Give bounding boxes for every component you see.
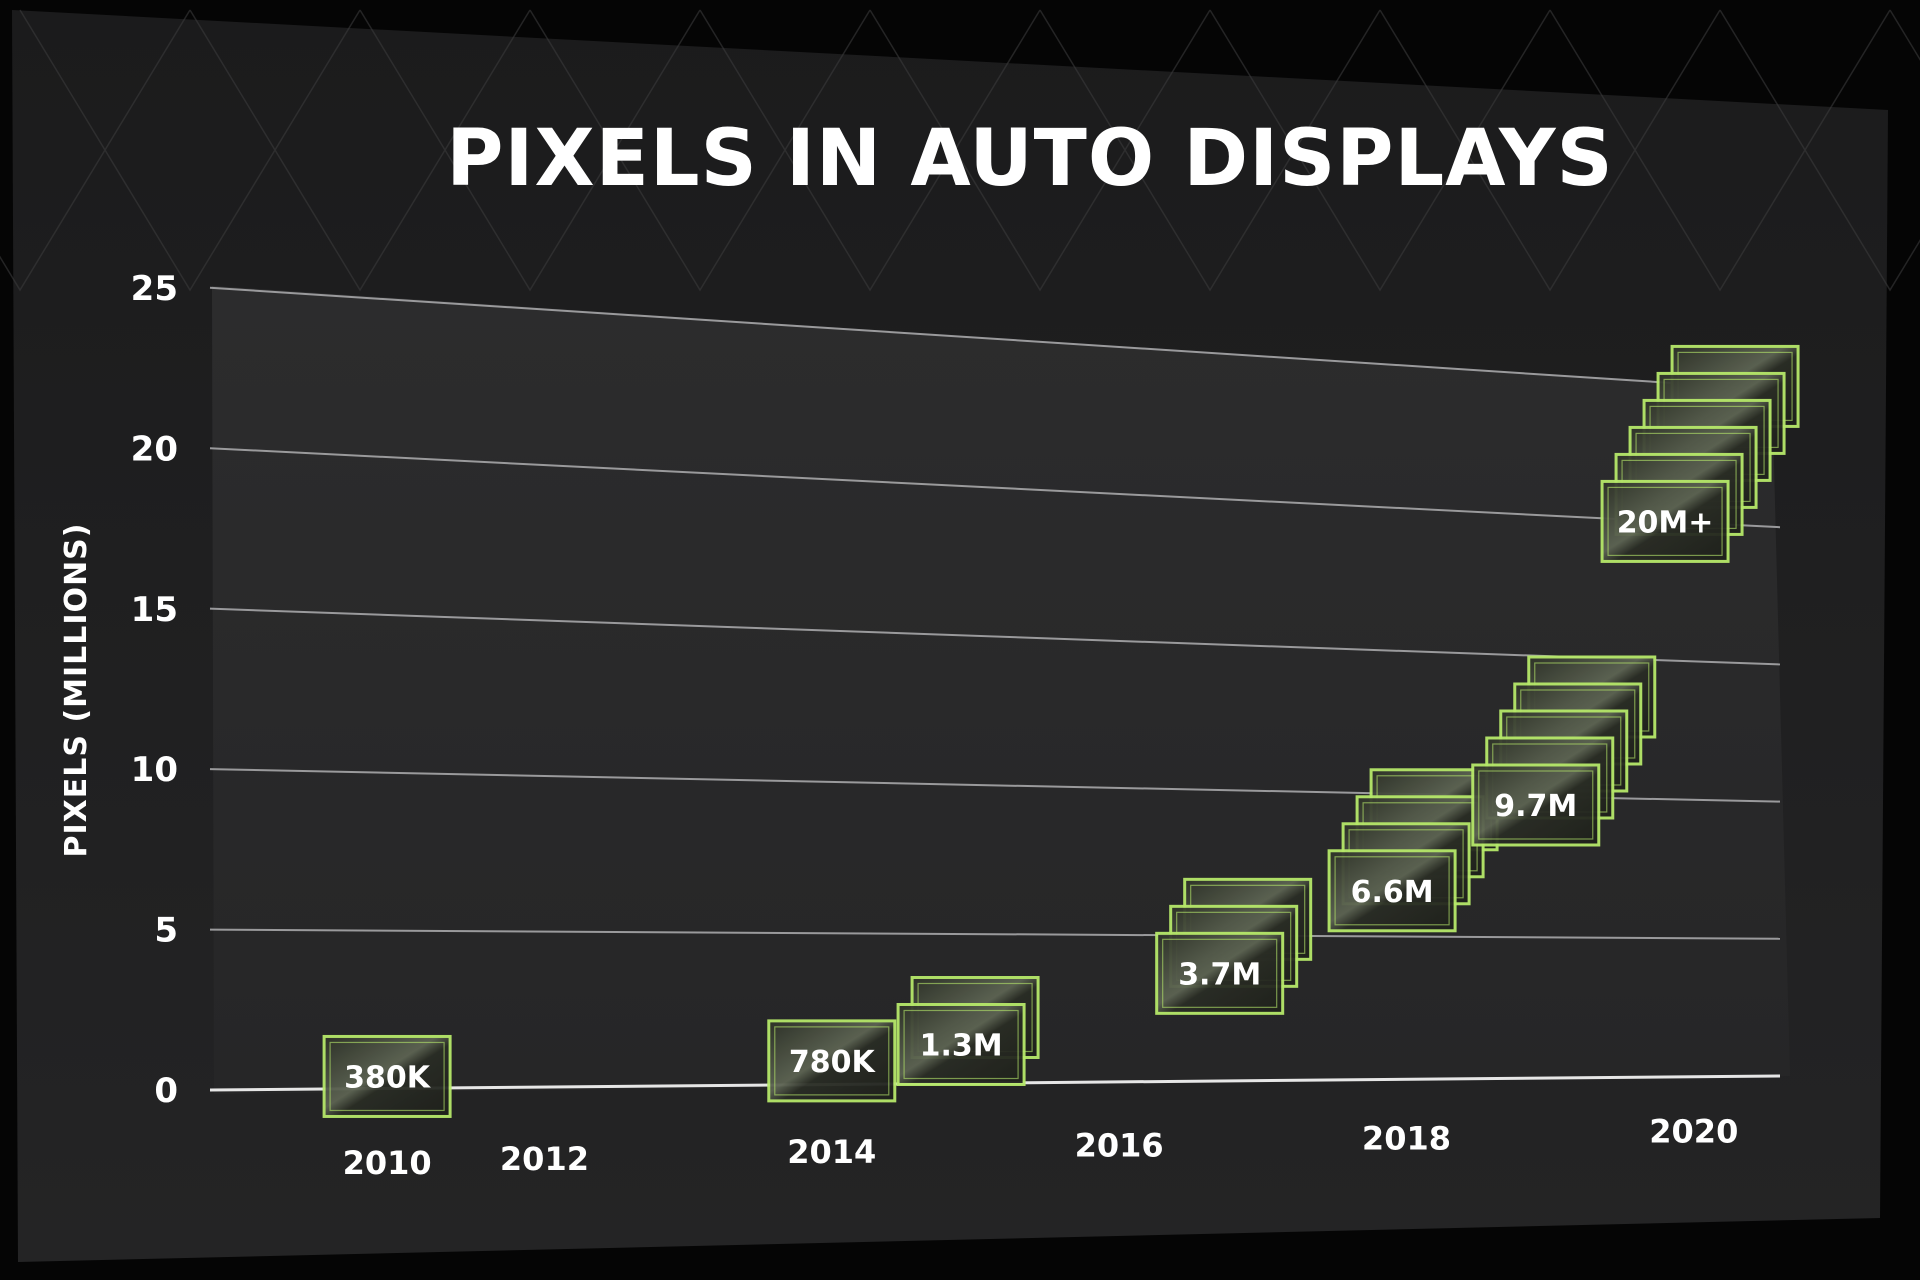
grid-line (209, 928, 1781, 940)
display-tile-inner (903, 1009, 1019, 1080)
pattern-triangle (1634, 149, 1806, 292)
data-point-3.7M: 3.7M (1155, 877, 1313, 1015)
x-tick-2014: 2014 (787, 1133, 876, 1171)
grid-line (209, 607, 1781, 666)
data-label: 9.7M (1494, 789, 1577, 824)
pattern-triangle (784, 149, 956, 292)
y-tick-10: 10 (131, 750, 178, 790)
x-tick-2012: 2012 (500, 1140, 589, 1178)
x-tick-2016: 2016 (1075, 1126, 1164, 1164)
data-markers: 380K 780K 1.3M 3.7M 6.6M 9.7M 20M+ (322, 344, 1800, 1118)
display-tile (896, 1002, 1026, 1086)
display-tile-inner (1162, 938, 1278, 1008)
data-label: 380K (344, 1060, 432, 1095)
triangle-pattern (0, 9, 1920, 292)
x-tick-2010: 2010 (343, 1144, 432, 1182)
pattern-triangle (274, 149, 446, 292)
grid-line (209, 286, 1781, 391)
data-point-1.3M: 1.3M (896, 975, 1040, 1086)
x-tick-2018: 2018 (1362, 1119, 1451, 1157)
pattern-triangle (1294, 149, 1466, 292)
pattern-triangle (1889, 9, 1920, 61)
chart-title: PIXELS IN AUTO DISPLAYS (446, 114, 1613, 204)
data-label: 780K (789, 1045, 877, 1080)
display-tile-inner (329, 1041, 445, 1112)
data-point-20M+: 20M+ (1600, 344, 1800, 563)
pattern-triangle (1464, 149, 1636, 292)
y-tick-20: 20 (131, 429, 178, 469)
pattern-triangle (104, 149, 276, 292)
display-tile (1600, 479, 1730, 563)
display-tile (322, 1034, 452, 1118)
display-tile (1155, 931, 1285, 1015)
display-tile (1471, 763, 1601, 847)
pattern-triangle (0, 149, 106, 292)
display-tile-inner (1478, 770, 1594, 840)
display-tile (767, 1019, 897, 1103)
data-point-380K: 380K (322, 1034, 452, 1118)
data-point-780K: 780K (767, 1019, 897, 1103)
pattern-triangle (614, 149, 786, 292)
pattern-triangle (1124, 149, 1296, 292)
pattern-triangle (954, 149, 1126, 292)
data-label: 20M+ (1617, 505, 1714, 540)
data-label: 6.6M (1351, 875, 1434, 910)
data-label: 1.3M (920, 1028, 1003, 1063)
grid-line (209, 447, 1781, 529)
pattern-triangle (444, 149, 616, 292)
display-tile (1327, 849, 1457, 933)
y-tick-labels: 0 5 10 15 20 25 (131, 269, 178, 1111)
display-tile-inner (774, 1026, 890, 1096)
y-tick-15: 15 (131, 590, 178, 630)
y-tick-25: 25 (131, 269, 178, 309)
display-tile-inner (1607, 486, 1723, 557)
data-label: 3.7M (1178, 957, 1261, 992)
y-axis-label: PIXELS (MILLIONS) (59, 523, 94, 858)
display-tile-inner (1334, 856, 1450, 926)
data-point-9.7M: 9.7M (1471, 655, 1657, 847)
y-tick-5: 5 (154, 911, 178, 951)
x-tick-labels: 2010 2012 2014 2016 2018 2020 (343, 1112, 1739, 1181)
x-tick-2020: 2020 (1649, 1112, 1738, 1150)
pattern-triangle (1804, 149, 1920, 292)
y-tick-0: 0 (154, 1071, 178, 1111)
